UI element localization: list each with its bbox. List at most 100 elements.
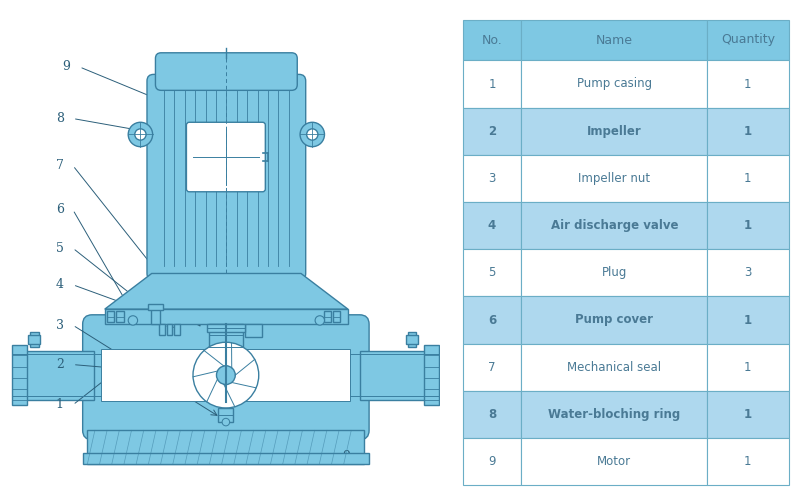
Bar bbox=[522, 202, 707, 249]
FancyBboxPatch shape bbox=[147, 74, 306, 280]
Bar bbox=[408, 332, 416, 347]
Bar bbox=[522, 391, 707, 438]
Bar bbox=[406, 334, 418, 344]
Text: Mechanical seal: Mechanical seal bbox=[567, 360, 662, 374]
Bar bbox=[707, 20, 789, 60]
Text: 4: 4 bbox=[488, 219, 496, 232]
Bar bbox=[87, 430, 365, 464]
Circle shape bbox=[306, 129, 318, 140]
Polygon shape bbox=[105, 274, 348, 309]
Bar bbox=[707, 249, 789, 296]
Text: 9: 9 bbox=[342, 450, 350, 463]
Bar bbox=[522, 155, 707, 202]
Bar bbox=[462, 249, 522, 296]
Bar bbox=[82, 453, 369, 464]
Text: 1: 1 bbox=[488, 78, 496, 90]
Bar bbox=[707, 344, 789, 391]
Bar bbox=[30, 332, 38, 347]
Bar bbox=[522, 296, 707, 344]
Circle shape bbox=[128, 316, 138, 325]
Bar bbox=[462, 438, 522, 485]
Bar bbox=[707, 60, 789, 108]
Text: Water-bloching ring: Water-bloching ring bbox=[548, 408, 680, 421]
Text: 9: 9 bbox=[62, 60, 70, 74]
Bar bbox=[174, 324, 180, 336]
Text: 1: 1 bbox=[744, 172, 752, 185]
Circle shape bbox=[193, 342, 258, 408]
Bar bbox=[707, 391, 789, 438]
FancyBboxPatch shape bbox=[82, 315, 369, 440]
Bar bbox=[218, 408, 234, 422]
Circle shape bbox=[315, 316, 325, 325]
Text: Pump cover: Pump cover bbox=[575, 314, 654, 326]
Bar bbox=[522, 249, 707, 296]
Text: 3: 3 bbox=[744, 266, 751, 280]
Text: Impeller nut: Impeller nut bbox=[578, 172, 650, 185]
Bar bbox=[230, 349, 350, 402]
Bar bbox=[462, 20, 522, 60]
Text: 4: 4 bbox=[56, 278, 64, 291]
Text: 1: 1 bbox=[744, 124, 752, 138]
Text: 3: 3 bbox=[56, 318, 64, 332]
Bar bbox=[148, 304, 163, 310]
Text: 5: 5 bbox=[488, 266, 496, 280]
Bar bbox=[707, 108, 789, 155]
Bar bbox=[462, 344, 522, 391]
Bar bbox=[707, 296, 789, 344]
Bar bbox=[166, 324, 172, 336]
Text: 3: 3 bbox=[488, 172, 496, 185]
Bar bbox=[102, 349, 221, 402]
Bar bbox=[707, 202, 789, 249]
FancyBboxPatch shape bbox=[186, 122, 266, 192]
Bar bbox=[462, 60, 522, 108]
Text: 6: 6 bbox=[56, 203, 64, 216]
Text: 1: 1 bbox=[744, 360, 752, 374]
Circle shape bbox=[300, 122, 325, 146]
Text: Plug: Plug bbox=[602, 266, 627, 280]
Text: 9: 9 bbox=[488, 455, 496, 468]
Bar bbox=[106, 311, 114, 322]
Circle shape bbox=[217, 366, 235, 384]
FancyBboxPatch shape bbox=[155, 53, 298, 90]
Bar bbox=[522, 344, 707, 391]
Text: 8: 8 bbox=[56, 112, 64, 125]
Bar bbox=[245, 324, 262, 338]
Text: Air discharge valve: Air discharge valve bbox=[550, 219, 678, 232]
Bar bbox=[423, 345, 438, 405]
Text: 5: 5 bbox=[56, 242, 63, 254]
Text: 7: 7 bbox=[56, 159, 63, 172]
Bar bbox=[522, 438, 707, 485]
Text: 1: 1 bbox=[744, 408, 752, 421]
Bar bbox=[522, 20, 707, 60]
Bar bbox=[159, 324, 165, 336]
Bar bbox=[462, 391, 522, 438]
Bar bbox=[462, 202, 522, 249]
Bar bbox=[323, 311, 331, 322]
Text: Quantity: Quantity bbox=[721, 34, 775, 46]
Text: Pump casing: Pump casing bbox=[577, 78, 652, 90]
Text: Name: Name bbox=[596, 34, 633, 46]
Bar bbox=[522, 60, 707, 108]
Bar bbox=[12, 345, 27, 405]
Text: 2: 2 bbox=[56, 358, 63, 371]
Text: 7: 7 bbox=[488, 360, 496, 374]
Text: 1: 1 bbox=[744, 78, 752, 90]
Text: 1: 1 bbox=[56, 398, 64, 411]
Bar bbox=[150, 306, 160, 324]
Text: Impeller: Impeller bbox=[587, 124, 642, 138]
Circle shape bbox=[222, 418, 230, 426]
Text: Motor: Motor bbox=[598, 455, 631, 468]
Bar bbox=[116, 311, 123, 322]
Bar bbox=[360, 350, 426, 400]
Bar bbox=[707, 438, 789, 485]
Text: 1: 1 bbox=[744, 219, 752, 232]
Bar bbox=[26, 350, 94, 400]
Bar bbox=[462, 296, 522, 344]
Text: 8: 8 bbox=[488, 408, 496, 421]
Bar bbox=[522, 108, 707, 155]
Bar bbox=[707, 155, 789, 202]
Bar bbox=[333, 311, 341, 322]
Bar bbox=[462, 108, 522, 155]
Bar bbox=[209, 324, 242, 362]
Bar bbox=[207, 324, 245, 332]
